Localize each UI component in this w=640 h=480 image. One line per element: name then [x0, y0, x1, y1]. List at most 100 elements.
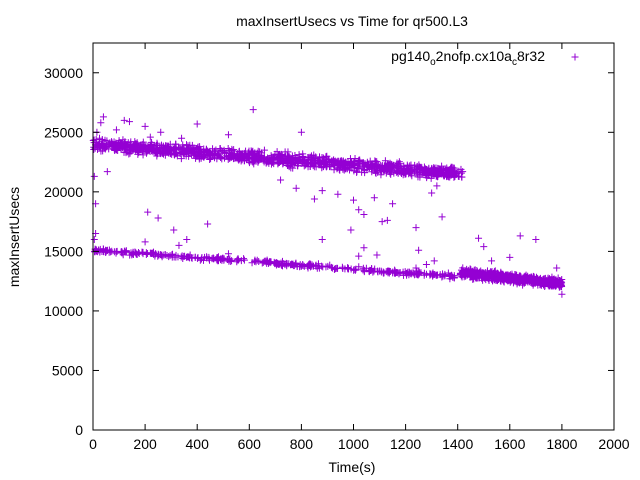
data-point: [90, 146, 98, 154]
data-points: [89, 106, 566, 298]
data-point: [511, 271, 519, 279]
data-point: [140, 145, 148, 153]
data-point: [263, 158, 271, 166]
data-point: [297, 128, 305, 136]
data-point: [406, 168, 414, 176]
data-point: [454, 172, 462, 180]
data-point: [172, 140, 180, 148]
data-point: [249, 147, 257, 155]
data-point: [113, 144, 121, 152]
data-point: [488, 257, 496, 265]
data-point: [135, 149, 143, 157]
data-point: [138, 143, 146, 151]
data-point: [312, 163, 320, 171]
data-point: [108, 139, 116, 147]
data-point: [237, 257, 245, 265]
data-point: [90, 172, 98, 180]
data-point: [365, 267, 373, 275]
data-point: [414, 170, 422, 178]
y-tick-label: 20000: [44, 184, 83, 200]
data-point: [371, 157, 379, 165]
data-point: [422, 260, 430, 268]
legend-label-mid: 2nofp.cx10a: [436, 48, 512, 64]
data-point: [330, 265, 338, 273]
data-point: [123, 142, 131, 150]
data-point: [337, 159, 345, 167]
data-point: [289, 260, 297, 268]
data-point: [553, 264, 561, 272]
data-point: [404, 268, 412, 276]
x-axis-ticks: 0 200 400 600 800 1000 1200 1400 1600 1800 2000: [89, 43, 630, 452]
data-point: [206, 149, 214, 157]
data-point: [446, 275, 454, 283]
data-point: [506, 253, 514, 261]
data-point: [204, 220, 212, 228]
data-point: [383, 216, 391, 224]
data-point: [350, 266, 358, 274]
data-point: [277, 176, 285, 184]
data-point: [437, 167, 445, 175]
data-point: [94, 246, 102, 254]
data-point: [197, 151, 205, 159]
data-point: [350, 196, 357, 204]
data-point: [407, 270, 415, 278]
data-point: [532, 235, 540, 243]
x-tick-label: 1400: [442, 436, 473, 452]
data-point: [528, 273, 536, 281]
data-point: [90, 235, 98, 243]
data-point: [478, 272, 486, 280]
data-point: [154, 214, 162, 222]
y-tick-label: 0: [75, 422, 83, 438]
y-tick-label: 30000: [44, 65, 83, 81]
data-point: [474, 270, 482, 278]
data-point: [97, 119, 105, 127]
data-point: [556, 277, 564, 285]
x-tick-label: 800: [290, 436, 314, 452]
y-tick-label: 15000: [44, 243, 83, 259]
data-point: [276, 158, 284, 166]
data-point: [323, 152, 331, 160]
data-point: [272, 259, 280, 267]
data-point: [334, 190, 342, 198]
data-point: [185, 253, 193, 261]
data-point: [227, 151, 235, 159]
data-point: [244, 149, 252, 157]
data-point: [282, 153, 290, 161]
data-point: [323, 162, 331, 170]
data-point: [145, 146, 153, 154]
legend-label-end: 8r32: [517, 48, 545, 64]
data-point: [163, 251, 171, 259]
data-point: [349, 160, 357, 168]
data-point: [107, 248, 115, 256]
data-point: [183, 235, 191, 243]
data-point: [398, 167, 406, 175]
data-point: [558, 290, 566, 298]
data-point: [364, 162, 372, 170]
data-point: [289, 164, 297, 172]
data-point: [224, 250, 232, 258]
data-point: [292, 184, 300, 192]
data-point: [313, 264, 321, 272]
legend-label-sub2: c: [512, 57, 517, 68]
data-point: [336, 158, 344, 166]
data-point: [458, 173, 466, 181]
data-point: [196, 256, 204, 264]
data-point: [422, 166, 430, 174]
data-point: [449, 274, 457, 282]
data-point: [299, 157, 307, 165]
data-point: [207, 155, 215, 163]
data-point: [150, 142, 158, 150]
data-point: [180, 145, 188, 153]
data-point: [161, 151, 169, 159]
data-point: [281, 261, 289, 269]
data-point: [380, 167, 388, 175]
data-point: [147, 249, 155, 257]
data-point: [230, 146, 238, 154]
data-point: [402, 269, 410, 277]
data-point: [208, 147, 216, 155]
data-point: [516, 232, 524, 240]
data-point: [497, 268, 505, 276]
data-point: [299, 153, 307, 161]
data-point: [306, 263, 314, 271]
